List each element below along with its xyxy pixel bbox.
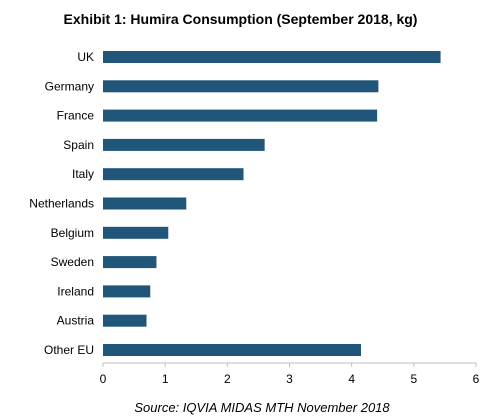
x-tick-label: 0 (100, 372, 107, 386)
bar (103, 344, 361, 356)
bar (103, 197, 187, 210)
bar (103, 51, 441, 63)
category-label: UK (77, 50, 94, 64)
category-label: Germany (45, 79, 94, 93)
category-label: Sweden (51, 255, 94, 269)
bar (103, 168, 244, 181)
bar (103, 314, 147, 327)
bar (103, 226, 169, 239)
bar-chart: UK Germany France Spain Italy Netherlands Belg… (29, 50, 480, 386)
x-tick-label: 1 (162, 372, 169, 386)
x-tick-label: 3 (286, 372, 293, 386)
category-label: Spain (63, 138, 94, 152)
bar (103, 138, 265, 151)
x-tick-label: 4 (348, 372, 355, 386)
category-label: Netherlands (29, 197, 94, 211)
chart-title: Exhibit 1: Humira Consumption (September… (63, 11, 418, 27)
category-label: Austria (57, 314, 95, 328)
category-label: France (57, 109, 95, 123)
x-tick-label: 6 (473, 372, 480, 386)
bar (103, 80, 379, 93)
source-note: Source: IQVIA MIDAS MTH November 2018 (134, 400, 390, 415)
x-tick-label: 2 (224, 372, 231, 386)
category-label: Ireland (57, 284, 94, 298)
bar (103, 285, 151, 298)
category-label: Belgium (51, 226, 94, 240)
bar (103, 256, 157, 269)
category-label: Italy (72, 167, 94, 181)
category-label: Other EU (44, 343, 94, 357)
bar (103, 109, 378, 122)
x-tick-label: 5 (410, 372, 417, 386)
